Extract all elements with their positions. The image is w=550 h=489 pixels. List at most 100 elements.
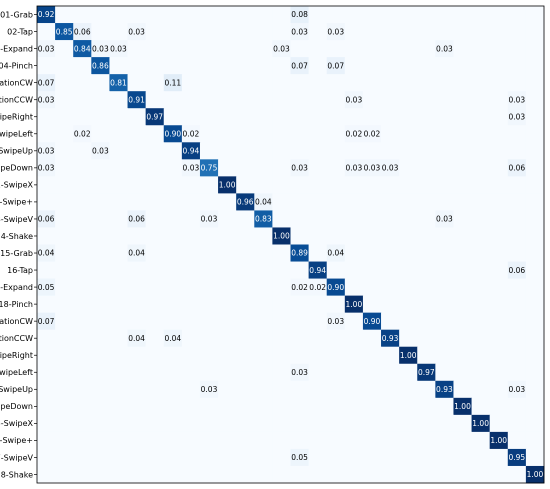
heatmap-cell (417, 193, 436, 211)
heatmap-cell (381, 6, 400, 24)
heatmap-cell (507, 431, 527, 450)
heatmap-cell (489, 363, 509, 382)
heatmap-cell (525, 74, 545, 92)
heatmap-cell (91, 193, 110, 211)
heatmap-cell (344, 91, 364, 109)
heatmap-cell (55, 57, 74, 75)
heatmap-cell (127, 159, 147, 177)
heatmap-cell (127, 108, 147, 126)
cell-value-label: 0.86 (92, 61, 109, 70)
heatmap-cell (254, 465, 273, 484)
heatmap-cell (37, 23, 56, 41)
cell-value-label: 0.04 (128, 334, 145, 343)
heatmap-cell (199, 431, 219, 450)
heatmap-cell (127, 74, 147, 92)
heatmap-cell (344, 142, 364, 160)
heatmap-cell (91, 74, 110, 92)
heatmap-cell (435, 414, 454, 433)
heatmap-cell (471, 431, 491, 450)
heatmap-cell (181, 193, 201, 211)
cell-value-label: 0.91 (128, 95, 145, 104)
heatmap-cell (399, 295, 418, 314)
row-label: 19-RotationCW (0, 317, 33, 326)
heatmap-cell (435, 431, 454, 450)
heatmap-cell (344, 210, 364, 228)
heatmap-cell (344, 244, 364, 262)
heatmap-cell (127, 465, 147, 484)
heatmap-cell (362, 295, 382, 314)
heatmap-cell (308, 414, 328, 433)
heatmap-cell (73, 74, 92, 92)
heatmap-cell (181, 295, 201, 314)
heatmap-cell (507, 465, 527, 484)
heatmap-cell (272, 431, 291, 450)
heatmap-cell (453, 159, 472, 177)
heatmap-cell (199, 363, 219, 382)
heatmap-cell (236, 74, 255, 92)
heatmap-cell (254, 261, 273, 279)
heatmap-cell (127, 431, 147, 450)
heatmap-cell (344, 414, 364, 433)
heatmap-cell (453, 380, 472, 399)
heatmap-cell (525, 295, 545, 314)
heatmap-cell (326, 108, 346, 126)
heatmap-cell (254, 193, 273, 211)
heatmap-cell (525, 414, 545, 433)
heatmap-cell (272, 91, 291, 109)
heatmap-cell (344, 329, 364, 348)
heatmap-cell (37, 363, 56, 382)
heatmap-cell (236, 6, 255, 24)
heatmap-cell (218, 329, 237, 348)
heatmap-cell (145, 40, 165, 58)
heatmap-cell (145, 397, 165, 416)
heatmap-cell (344, 6, 364, 24)
heatmap-cell (507, 108, 527, 126)
heatmap-cell (344, 431, 364, 450)
heatmap-cell (362, 227, 382, 245)
row-label: 25-SwipeX (0, 419, 34, 428)
heatmap-cell (525, 312, 545, 331)
heatmap-cell (109, 380, 128, 399)
heatmap-cell (326, 278, 346, 297)
heatmap-cell (145, 278, 165, 297)
heatmap-cell (218, 363, 237, 382)
heatmap-cell (417, 312, 436, 331)
heatmap-cell (181, 91, 201, 109)
heatmap-cell (525, 397, 545, 416)
heatmap-cell (435, 125, 454, 143)
heatmap-cell (91, 244, 110, 262)
heatmap-cell (254, 176, 273, 194)
heatmap-cell (435, 159, 454, 177)
heatmap-cell (218, 125, 237, 143)
cell-value-label: 0.83 (255, 215, 272, 224)
heatmap-cell (109, 176, 128, 194)
heatmap-cell (91, 431, 110, 450)
heatmap-cell (453, 6, 472, 24)
heatmap-cell (290, 414, 310, 433)
heatmap-cell (435, 142, 454, 160)
heatmap-cell (55, 176, 74, 194)
heatmap-cell (525, 278, 545, 297)
cell-value-label: 0.81 (110, 78, 127, 87)
heatmap-cell (417, 176, 436, 194)
heatmap-cell (308, 295, 328, 314)
heatmap-cell (163, 346, 183, 365)
heatmap-cell (55, 108, 74, 126)
heatmap-cell (199, 312, 219, 331)
heatmap-cell (91, 414, 110, 433)
heatmap-cell (73, 363, 92, 382)
heatmap-cell (55, 312, 74, 331)
heatmap-cell (525, 244, 545, 262)
heatmap-cell (308, 40, 328, 58)
heatmap-cell (290, 244, 310, 262)
heatmap-cell (453, 142, 472, 160)
heatmap-cell (381, 295, 400, 314)
row-label: 05-RotationCW (0, 78, 33, 87)
cell-value-label: 0.03 (436, 44, 453, 53)
heatmap-cell (109, 210, 128, 228)
heatmap-cell (471, 295, 491, 314)
heatmap-cell (37, 414, 56, 433)
row-label: 15-Grab (0, 249, 33, 258)
heatmap-cell (344, 74, 364, 92)
heatmap-cell (109, 57, 128, 75)
